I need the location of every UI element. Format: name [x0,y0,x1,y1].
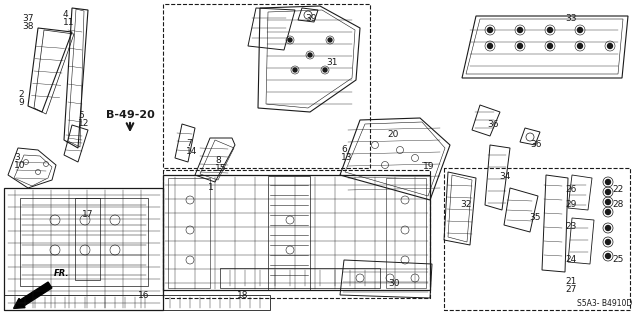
Text: 38: 38 [22,22,33,31]
Text: 18: 18 [237,291,248,300]
Text: 26: 26 [565,185,577,194]
Circle shape [605,226,611,231]
Circle shape [605,210,611,214]
Text: 17: 17 [82,210,93,219]
Text: 1: 1 [208,183,214,192]
Text: 36: 36 [487,120,499,129]
Text: 24: 24 [565,255,576,264]
Text: 10: 10 [14,161,26,170]
Text: 21: 21 [565,277,577,286]
Text: S5A3- B4910D: S5A3- B4910D [577,299,632,308]
Text: 2: 2 [18,90,24,99]
Circle shape [605,254,611,258]
Text: 19: 19 [423,162,435,171]
Circle shape [518,27,522,33]
Text: 39: 39 [305,14,317,23]
Circle shape [547,43,552,48]
Text: 34: 34 [499,172,510,181]
Text: 14: 14 [186,147,197,156]
Text: 33: 33 [565,14,577,23]
Text: 16: 16 [138,291,150,300]
Text: 25: 25 [612,255,623,264]
Circle shape [577,27,582,33]
Circle shape [293,68,297,72]
Circle shape [328,38,332,42]
Text: 20: 20 [387,130,398,139]
Text: 28: 28 [612,200,623,209]
Text: 36: 36 [530,140,541,149]
Text: 23: 23 [565,222,577,231]
Circle shape [605,180,611,184]
Circle shape [488,27,493,33]
Text: 6: 6 [341,145,347,154]
Circle shape [518,43,522,48]
Circle shape [605,199,611,204]
Text: 9: 9 [18,98,24,107]
Text: 27: 27 [565,285,577,294]
Text: 30: 30 [388,279,399,288]
Text: 15: 15 [215,164,227,173]
Circle shape [605,240,611,244]
Text: 29: 29 [565,200,577,209]
Circle shape [288,38,292,42]
Text: 22: 22 [612,185,623,194]
Circle shape [547,27,552,33]
Circle shape [323,68,327,72]
Text: 8: 8 [215,156,221,165]
Text: 11: 11 [63,18,74,27]
Text: 5: 5 [78,111,84,120]
Circle shape [607,43,612,48]
FancyArrow shape [13,282,52,308]
Text: B-49-20: B-49-20 [106,110,154,120]
Circle shape [605,189,611,195]
Circle shape [488,43,493,48]
Text: 35: 35 [529,213,541,222]
Text: 37: 37 [22,14,33,23]
Text: 32: 32 [460,200,472,209]
Text: 31: 31 [326,58,337,67]
Circle shape [577,43,582,48]
Text: 7: 7 [186,139,192,148]
Text: 4: 4 [63,10,68,19]
Text: FR.: FR. [54,269,70,278]
Text: 3: 3 [14,153,20,162]
Circle shape [308,53,312,57]
Text: 13: 13 [341,153,353,162]
Text: 12: 12 [78,119,90,128]
